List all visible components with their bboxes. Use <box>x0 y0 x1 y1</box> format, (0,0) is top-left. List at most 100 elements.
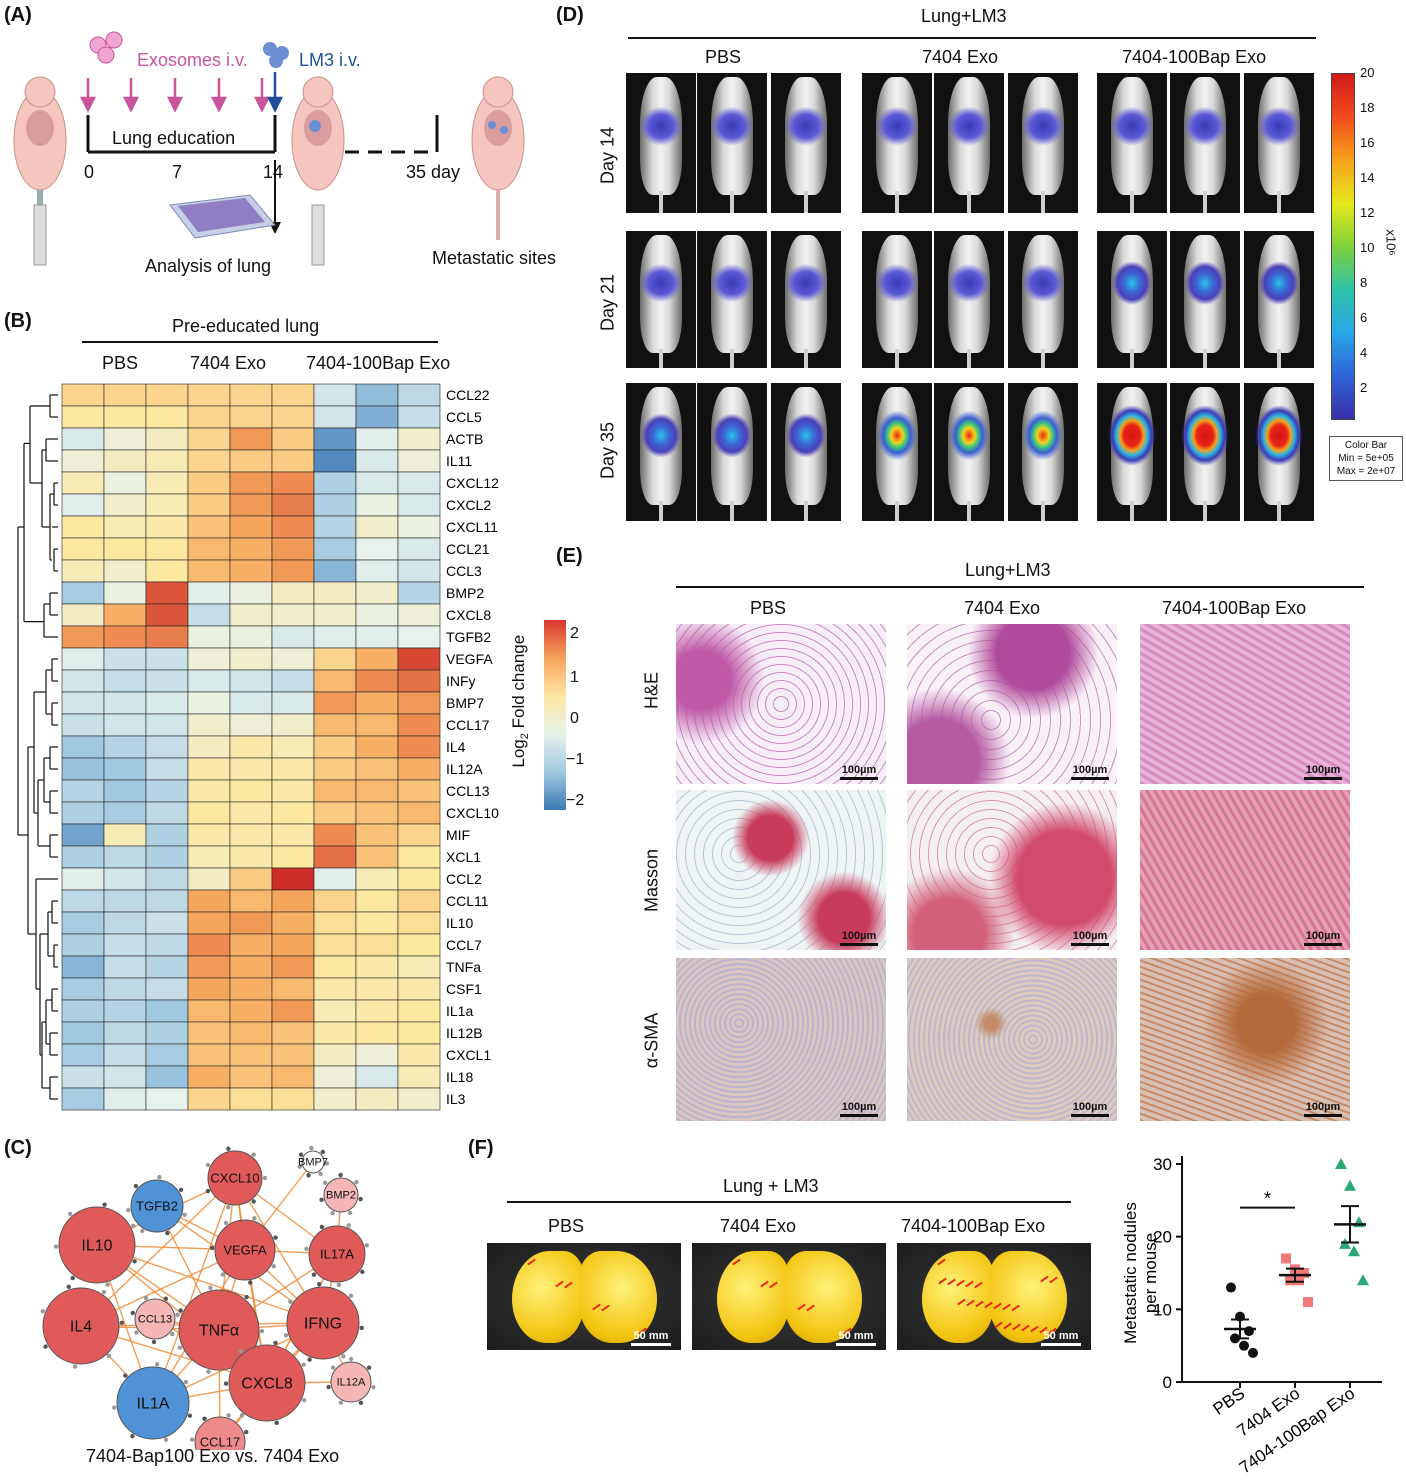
network-node-bmp2 <box>323 1177 359 1213</box>
heatmap-cell <box>355 867 399 891</box>
bioluminescence-signal <box>697 73 767 213</box>
gene-label: CXCL2 <box>446 497 491 513</box>
node-satellite-dot <box>68 1211 73 1217</box>
bioluminescence-signal <box>626 231 696 368</box>
ivis-mouse-image <box>1097 383 1167 521</box>
data-point <box>1285 1275 1295 1286</box>
heatmap-cell <box>397 427 441 451</box>
scalebar-line <box>1071 1114 1109 1117</box>
heatmap-cell <box>355 955 399 979</box>
bioluminescence-signal <box>1170 73 1240 213</box>
heatmap-cell <box>61 779 105 803</box>
bioluminescence-signal <box>1244 383 1314 521</box>
network-graph: CXCL10 BMP7 BMP2 TGFB2 IL10 VEGFA IL17A CCL13 IL… <box>40 1145 376 1450</box>
heatmap-cell <box>103 647 147 671</box>
scalebar-line <box>1071 777 1109 780</box>
heatmap-cell <box>187 647 231 671</box>
node-satellite-dot <box>189 1437 195 1442</box>
node-satellite-dot <box>311 1272 317 1277</box>
scalebar-text: 100µm <box>841 1101 877 1113</box>
heatmap-cell <box>229 383 273 407</box>
ivis-colorbar-unit: x10⁶ <box>1383 229 1399 256</box>
heatmap-cell <box>145 383 189 407</box>
gene-label: IL10 <box>446 915 473 931</box>
network-node-label: IL10 <box>81 1237 112 1254</box>
x-tick-label: PBS <box>1210 1384 1249 1419</box>
bioluminescence-signal <box>626 383 696 521</box>
node-satellite-dot <box>358 1400 364 1405</box>
network-node-label: VEGFA <box>223 1242 267 1257</box>
node-satellite-dot <box>157 1174 162 1180</box>
lung-education-label: Lung education <box>112 128 236 148</box>
bioluminescence-signal <box>771 231 841 368</box>
heatmap-cell <box>355 625 399 649</box>
heatmap-cell <box>103 691 147 715</box>
node-satellite-dot <box>330 1210 335 1216</box>
heatmap-cell <box>229 845 273 869</box>
node-satellite-dot <box>178 1308 183 1313</box>
bioluminescence-signal <box>1170 383 1240 521</box>
gene-label: IL4 <box>446 739 466 755</box>
scalebar-text: 100µm <box>1305 930 1341 942</box>
heatmap-cell <box>145 999 189 1023</box>
analysis-label: Analysis of lung <box>145 256 272 276</box>
heatmap-cell <box>145 867 189 891</box>
heatmap-cell <box>271 889 315 913</box>
heatmap-cell <box>397 735 441 759</box>
panel-label-c: (C) <box>4 1137 32 1159</box>
node-satellite-dot <box>119 1320 125 1325</box>
heatmap-cell <box>313 427 357 451</box>
histology-scalebar: 100µm <box>840 1101 878 1117</box>
node-satellite-dot <box>165 1230 170 1236</box>
heatmap-cell <box>187 757 231 781</box>
heatmap-cell <box>271 845 315 869</box>
colorbar-tick-m2: −2 <box>566 792 585 809</box>
ivis-mouse-image <box>862 73 932 213</box>
heatmap-cell <box>229 823 273 847</box>
node-satellite-dot <box>131 1223 136 1228</box>
bioluminescence-signal <box>1170 231 1240 368</box>
histology-image: 100µm <box>907 790 1117 950</box>
network-node-il12a <box>330 1361 372 1403</box>
heatmap-cell <box>397 823 441 847</box>
node-satellite-dot <box>330 1365 336 1370</box>
heatmap-cell <box>355 1043 399 1067</box>
heatmap-cell <box>187 559 231 583</box>
node-satellite-dot <box>338 1400 344 1405</box>
data-point <box>1244 1326 1254 1337</box>
ivis-group-7404: 7404 Exo <box>922 47 999 67</box>
node-satellite-dot <box>220 1272 226 1277</box>
heatmap-cell <box>103 823 147 847</box>
heatmap-cell <box>145 691 189 715</box>
heatmap-cell <box>187 493 231 517</box>
ivis-colorbar-tick: 8 <box>1360 275 1368 290</box>
heatmap-cell <box>103 669 147 693</box>
node-satellite-dot <box>101 1289 107 1295</box>
heatmap-cell <box>187 1043 231 1067</box>
ivis-title-rule <box>628 37 1316 39</box>
heatmap-cell <box>229 669 273 693</box>
lung-photo-scalebar: 50 mm <box>836 1330 876 1346</box>
scalebar-text: 100µm <box>1072 930 1108 942</box>
histology-scalebar: 100µm <box>1304 764 1342 780</box>
network-node-ifng <box>286 1286 360 1360</box>
gene-label: VEGFA <box>446 651 493 667</box>
heatmap-cell <box>313 801 357 825</box>
heatmap-cell <box>187 801 231 825</box>
scalebar-line <box>840 943 878 946</box>
heatmap-cell <box>229 911 273 935</box>
heatmap-cell <box>397 493 441 517</box>
data-point <box>1335 1158 1347 1169</box>
histology-image: 100µm <box>907 958 1117 1121</box>
heatmap-cell <box>355 537 399 561</box>
heatmap-cell <box>397 669 441 693</box>
node-satellite-dot <box>336 1282 342 1288</box>
heatmap-cell <box>61 1065 105 1089</box>
lung-left-lobe <box>717 1251 789 1343</box>
node-satellite-dot <box>359 1325 364 1331</box>
histology-scalebar: 100µm <box>1304 930 1342 946</box>
gene-label: CCL2 <box>446 871 482 887</box>
ivis-mouse-image <box>1170 73 1240 213</box>
heatmap-cell <box>103 955 147 979</box>
heatmap-cell <box>145 1021 189 1045</box>
